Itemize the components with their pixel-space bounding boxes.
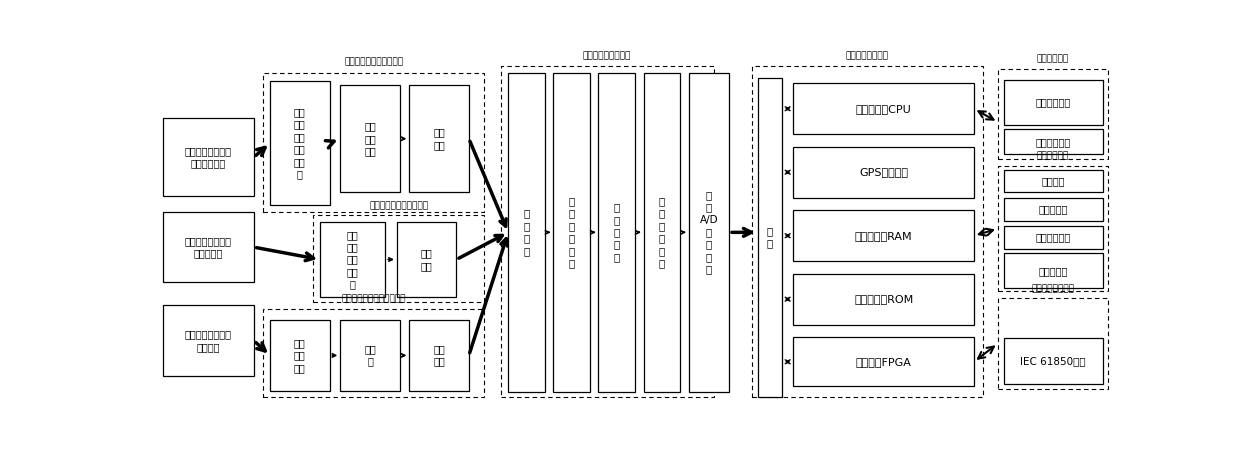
Bar <box>270 82 330 205</box>
Text: 变压器本体瞬态加
速度特征: 变压器本体瞬态加 速度特征 <box>185 329 232 352</box>
Text: 低
通
滤
波
器: 低 通 滤 波 器 <box>613 202 620 262</box>
Text: 通信
线缆: 通信 线缆 <box>434 127 445 150</box>
Text: 瞬态油流特征量测量模块: 瞬态油流特征量测量模块 <box>344 57 404 66</box>
Bar <box>264 309 484 397</box>
Bar <box>320 223 385 296</box>
Bar <box>341 85 400 192</box>
Bar <box>1004 226 1103 249</box>
Bar <box>689 72 729 392</box>
Text: 模
数
A/D
转
换
电
路: 模 数 A/D 转 换 电 路 <box>700 190 719 274</box>
Bar <box>1004 253 1103 289</box>
Text: GPS同步时钟: GPS同步时钟 <box>859 167 908 177</box>
Bar <box>793 273 974 325</box>
Text: 人机对话模块: 人机对话模块 <box>1037 152 1069 161</box>
Text: 接
线
端
子: 接 线 端 子 <box>523 208 529 256</box>
Bar <box>793 337 974 387</box>
Text: 总
线: 总 线 <box>767 226 773 249</box>
Bar <box>162 119 254 196</box>
Text: 只读存储器ROM: 只读存储器ROM <box>854 294 913 304</box>
Text: 流量
计变
送器: 流量 计变 送器 <box>364 121 375 156</box>
Text: 数字处理分析模块: 数字处理分析模块 <box>846 51 888 60</box>
Text: 指示灯、按钮: 指示灯、按钮 <box>1036 233 1070 242</box>
Bar <box>1004 198 1103 221</box>
Bar <box>1004 169 1103 192</box>
Bar <box>554 72 590 392</box>
Bar <box>313 215 484 302</box>
Text: 主闪存存储器: 主闪存存储器 <box>1036 98 1070 108</box>
Bar <box>264 72 484 212</box>
Bar <box>997 298 1109 389</box>
Text: 瞬态加速度特征量测量模块: 瞬态加速度特征量测量模块 <box>342 294 406 304</box>
Text: 加速
度传
感器: 加速 度传 感器 <box>294 338 306 373</box>
Bar <box>793 210 974 261</box>
Bar <box>270 320 330 391</box>
Text: 变压器油枕连接管
瞬态油流特征: 变压器油枕连接管 瞬态油流特征 <box>185 146 232 169</box>
Text: 信
号
调
理
电
路: 信 号 调 理 电 路 <box>569 196 575 268</box>
Bar <box>598 72 636 392</box>
Bar <box>1004 80 1103 125</box>
Text: 中央处理器CPU: 中央处理器CPU <box>856 104 912 114</box>
Text: 信
号
采
样
电
路: 信 号 采 样 电 路 <box>659 196 665 268</box>
Bar <box>396 223 456 296</box>
Bar <box>997 166 1109 291</box>
Bar <box>793 147 974 198</box>
Bar <box>501 65 714 397</box>
Text: 变送
器: 变送 器 <box>364 344 375 366</box>
Bar <box>341 320 400 391</box>
Bar <box>758 78 782 397</box>
Text: 紧凑键盘: 紧凑键盘 <box>1042 176 1064 186</box>
Bar <box>1004 338 1103 384</box>
Text: 打印机接口: 打印机接口 <box>1038 266 1068 276</box>
Text: IEC 61850通信: IEC 61850通信 <box>1021 356 1085 366</box>
Bar <box>793 83 974 134</box>
Text: 外拥
式高
频超
声波
流量
计: 外拥 式高 频超 声波 流量 计 <box>294 107 306 179</box>
Text: 通信
线缆: 通信 线缆 <box>434 344 445 366</box>
Bar <box>162 212 254 283</box>
Text: 瞬态油压特征量测量模块: 瞬态油压特征量测量模块 <box>369 201 429 210</box>
Text: 液晶显示屏: 液晶显示屏 <box>1038 204 1068 214</box>
Bar <box>1004 129 1103 154</box>
Text: 随机存储器RAM: 随机存储器RAM <box>855 231 912 241</box>
Bar <box>643 72 680 392</box>
Text: 高频
动态
油压
传感
器: 高频 动态 油压 传感 器 <box>347 230 358 289</box>
Text: 通信
线缆: 通信 线缆 <box>421 248 432 271</box>
Bar <box>409 85 468 192</box>
Bar <box>997 69 1109 159</box>
Text: 副闪存存储器: 副闪存存储器 <box>1036 137 1070 147</box>
Text: 变压器油箱内部瞬
态油压特征: 变压器油箱内部瞬 态油压特征 <box>185 236 232 258</box>
Text: 数据通信接口模块: 数据通信接口模块 <box>1031 284 1074 293</box>
Bar <box>752 65 983 397</box>
Bar <box>162 305 254 376</box>
Bar <box>409 320 468 391</box>
Bar <box>508 72 545 392</box>
Text: 信号调理与采集模块: 信号调理与采集模块 <box>584 51 632 60</box>
Text: 数据存储模块: 数据存储模块 <box>1037 55 1069 64</box>
Text: 控制电路FPGA: 控制电路FPGA <box>856 357 912 367</box>
